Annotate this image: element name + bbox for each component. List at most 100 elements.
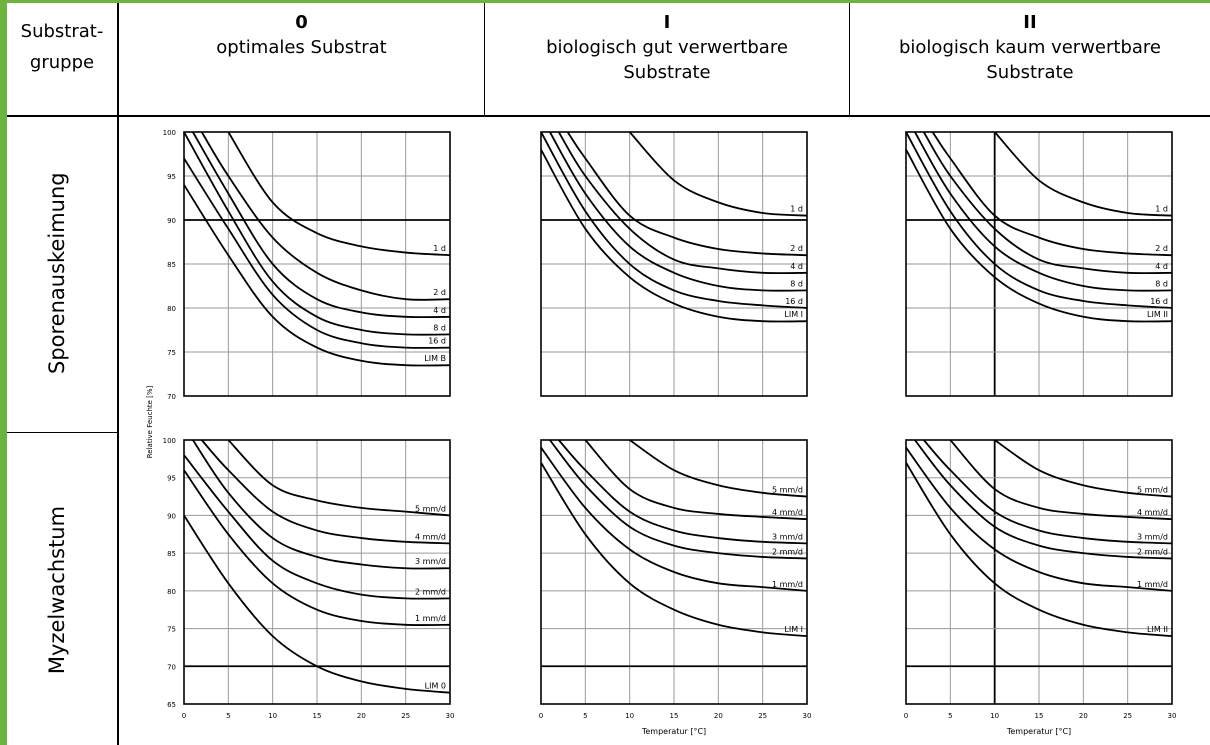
row-divider: [7, 432, 118, 433]
series-line: [227, 131, 451, 257]
y-tick-label: 90: [167, 512, 176, 520]
series-label: 2 d: [1155, 244, 1168, 253]
series-label: 8 d: [1155, 279, 1168, 288]
series-label: 4 mm/d: [415, 532, 446, 541]
series-label: 4 d: [790, 262, 803, 271]
x-tick-label: 0: [182, 712, 186, 720]
series-label: LIM I: [784, 310, 803, 319]
series-label: LIM B: [424, 354, 446, 363]
chart-spore-1: 1 d 2 d 4 d 8 d 16 d LIM I: [540, 131, 808, 397]
chart-myzel-2: 5 mm/d 4 mm/d 3 mm/d 2 mm/d 1 mm/d LIM II 0 5 10…: [904, 439, 1177, 736]
y-tick-label: 85: [167, 550, 176, 558]
series-line: [584, 439, 808, 521]
y-tick-label: 100: [163, 437, 176, 445]
col-1-number: I: [663, 12, 671, 33]
plot-frame: [540, 131, 808, 397]
x-tick-label: 5: [948, 712, 952, 720]
series-label: 16 d: [1150, 297, 1168, 306]
series-label: LIM II: [1147, 625, 1168, 634]
x-tick-label: 25: [758, 712, 767, 720]
header-bottom-border: [7, 115, 1210, 117]
series-line: [540, 447, 808, 592]
series-line: [540, 149, 808, 323]
x-tick-label: 30: [803, 712, 812, 720]
series-label: 2 mm/d: [415, 587, 446, 596]
series-line: [540, 462, 808, 638]
series-label: LIM II: [1147, 310, 1168, 319]
x-axis-label: Temperatur [°C]: [641, 727, 706, 736]
series-label: LIM 0: [425, 682, 446, 691]
chart-spore-0: 1 d 2 d 4 d 8 d 16 d LIM B 100 95 90 85 80 75 70 Rela…: [146, 129, 451, 458]
series-line: [549, 131, 808, 292]
series-line: [549, 439, 808, 560]
x-tick-label: 30: [1168, 712, 1177, 720]
series-line: [629, 439, 808, 498]
y-tick-label: 95: [167, 475, 176, 483]
y-tick-label: 100: [163, 129, 176, 137]
series-line: [183, 157, 451, 349]
y-tick-label: 90: [167, 217, 176, 225]
series-label: 5 mm/d: [415, 504, 446, 513]
x-tick-label: 5: [583, 712, 587, 720]
series-label: 3 mm/d: [772, 532, 803, 541]
series-line: [905, 131, 1173, 309]
series-label: 2 d: [433, 288, 446, 297]
col-1-title: biologisch gut verwertbare Substrate: [546, 37, 788, 83]
series-label: 3 mm/d: [415, 557, 446, 566]
x-axis-label: Temperatur [°C]: [1006, 727, 1071, 736]
series-line: [200, 131, 451, 301]
x-tick-label: 10: [268, 712, 277, 720]
plot-frame: [905, 439, 1173, 705]
series-line: [183, 184, 451, 367]
series-line: [905, 462, 1173, 638]
series-line: [201, 439, 451, 545]
series-label: 2 mm/d: [1137, 547, 1168, 556]
x-tick-label: 20: [714, 712, 723, 720]
series-label: 1 mm/d: [1137, 580, 1168, 589]
series-label: 1 d: [790, 205, 803, 214]
x-tick-label: 20: [1079, 712, 1088, 720]
y-tick-label: 75: [167, 349, 176, 357]
series-label: 2 d: [790, 244, 803, 253]
plot-frame: [183, 439, 451, 705]
header-col-1: I biologisch gut verwertbare Substrate: [485, 10, 849, 85]
series-line: [183, 131, 451, 336]
series-line: [192, 131, 451, 319]
y-tick-label: 70: [167, 393, 176, 401]
header-col-2: II biologisch kaum verwertbare Substrate: [850, 10, 1210, 85]
series-label: 5 mm/d: [1137, 486, 1168, 495]
x-tick-label: 15: [670, 712, 679, 720]
header-divider-1: [484, 3, 485, 115]
x-tick-label: 0: [904, 712, 908, 720]
series-line: [557, 131, 808, 275]
series-line: [923, 439, 1173, 545]
series-line: [227, 439, 451, 517]
series-label: 4 mm/d: [772, 508, 803, 517]
series-line: [914, 131, 1173, 292]
series-line: [905, 447, 1173, 592]
x-tick-label: 15: [1035, 712, 1044, 720]
x-tick-label: 10: [990, 712, 999, 720]
series-label: 4 mm/d: [1137, 508, 1168, 517]
y-tick-label: 80: [167, 588, 176, 596]
series-line: [931, 131, 1173, 257]
series-label: 8 d: [433, 323, 446, 332]
chart-spore-2: 1 d 2 d 4 d 8 d 16 d LIM II: [905, 131, 1173, 397]
y-tick-label: 70: [167, 663, 176, 671]
label-column-border: [117, 3, 119, 745]
series-line: [994, 439, 1173, 498]
plot-frame: [905, 131, 1173, 397]
series-line: [183, 514, 451, 694]
y-tick-label: 85: [167, 261, 176, 269]
series-label: 16 d: [428, 337, 446, 346]
series-label: 2 mm/d: [772, 547, 803, 556]
series-line: [914, 439, 1173, 560]
series-label: 4 d: [433, 306, 446, 315]
plot-frame: [183, 131, 451, 397]
series-line: [949, 439, 1173, 521]
y-tick-label: 75: [167, 626, 176, 634]
chart-myzel-1: 5 mm/d 4 mm/d 3 mm/d 2 mm/d 1 mm/d LIM I 0 5 10 1…: [539, 439, 812, 736]
